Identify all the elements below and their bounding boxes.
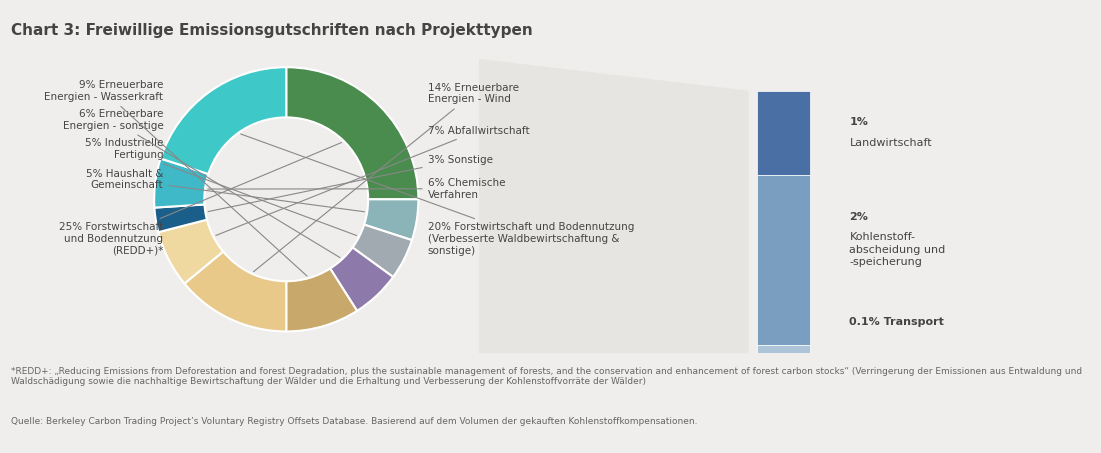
Wedge shape xyxy=(154,204,207,232)
Wedge shape xyxy=(185,251,286,332)
Text: 6% Erneuerbare
Energien - sonstige: 6% Erneuerbare Energien - sonstige xyxy=(63,109,340,258)
Text: 6% Chemische
Verfahren: 6% Chemische Verfahren xyxy=(208,178,505,200)
FancyBboxPatch shape xyxy=(757,345,810,353)
Text: 25% Forstwirtschaft
und Bodennutzung
(REDD+)*: 25% Forstwirtschaft und Bodennutzung (RE… xyxy=(59,143,341,255)
Text: 7% Abfallwirtschaft: 7% Abfallwirtschaft xyxy=(216,125,530,236)
Text: 5% Haushalt &
Gemeinschaft: 5% Haushalt & Gemeinschaft xyxy=(86,169,364,212)
Text: Kohlenstoff-
abscheidung und
-speicherung: Kohlenstoff- abscheidung und -speicherun… xyxy=(850,232,946,267)
Wedge shape xyxy=(286,67,418,199)
Text: 1%: 1% xyxy=(850,117,869,127)
Text: 5% Industrielle
Fertigung: 5% Industrielle Fertigung xyxy=(85,138,357,236)
Text: *REDD+: „Reducing Emissions from Deforestation and forest Degradation, plus the : *REDD+: „Reducing Emissions from Defores… xyxy=(11,367,1082,386)
Text: 9% Erneuerbare
Energien - Wasserkraft: 9% Erneuerbare Energien - Wasserkraft xyxy=(44,80,307,276)
Text: 14% Erneuerbare
Energien - Wind: 14% Erneuerbare Energien - Wind xyxy=(253,83,519,272)
Text: 0.1% Transport: 0.1% Transport xyxy=(850,317,945,327)
Polygon shape xyxy=(479,59,749,353)
Wedge shape xyxy=(330,247,393,311)
Wedge shape xyxy=(286,269,357,332)
Text: 20% Forstwirtschaft und Bodennutzung
(Verbesserte Waldbewirtschaftung &
sonstige: 20% Forstwirtschaft und Bodennutzung (Ve… xyxy=(241,134,634,255)
FancyBboxPatch shape xyxy=(757,91,810,175)
Text: 2%: 2% xyxy=(850,212,869,222)
Text: Chart 3: Freiwillige Emissionsgutschriften nach Projekttypen: Chart 3: Freiwillige Emissionsgutschrift… xyxy=(11,23,533,38)
Text: 3% Sonstige: 3% Sonstige xyxy=(208,154,492,212)
Text: Quelle: Berkeley Carbon Trading Project’s Voluntary Registry Offsets Database. B: Quelle: Berkeley Carbon Trading Project’… xyxy=(11,417,698,426)
Text: Landwirtschaft: Landwirtschaft xyxy=(850,138,933,148)
Wedge shape xyxy=(159,220,224,284)
Wedge shape xyxy=(154,159,208,207)
FancyBboxPatch shape xyxy=(757,175,810,345)
Wedge shape xyxy=(364,199,418,240)
Wedge shape xyxy=(352,225,412,277)
Wedge shape xyxy=(161,67,286,174)
